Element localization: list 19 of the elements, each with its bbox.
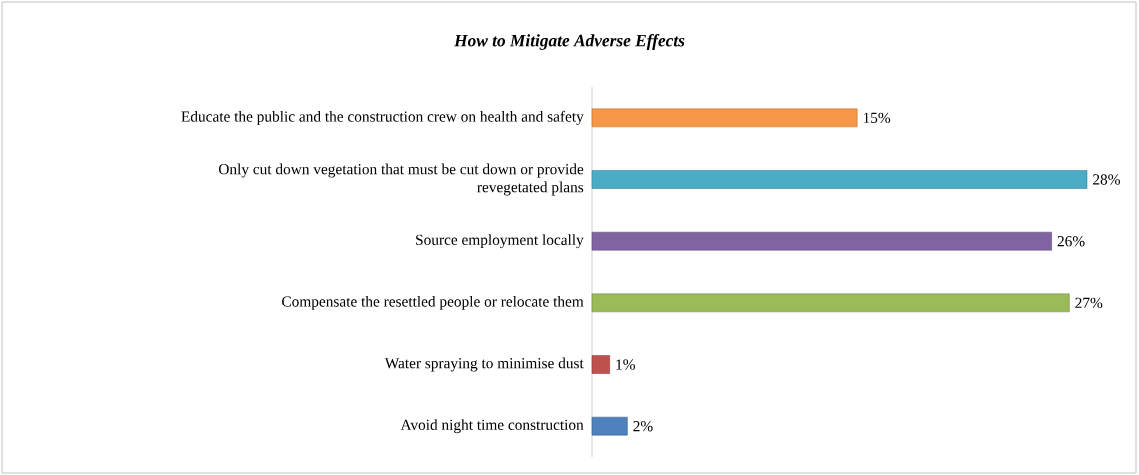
y-tick-label: Educate the public and the construction crew on health and safety [181,110,584,125]
data-label: 26% [1057,235,1085,247]
bar [591,355,610,374]
bar [591,170,1088,189]
data-label: 28% [1093,174,1120,185]
data-label: 15% [863,112,891,124]
y-tick-label: Source employment locally [416,234,584,249]
chart-title: How to Mitigate Adverse Effects [453,34,685,50]
data-label: 1% [616,359,635,370]
bar [591,416,628,436]
data-label: 2% [633,420,653,432]
bar [591,108,858,128]
data-label: 27% [1075,297,1103,309]
y-tick-label: Avoid night time construction [400,419,584,434]
bar [591,293,1070,313]
y-tick-label: Water spraying to minimise dust [384,357,584,372]
y-tick-label: Compensate the resettled people or relocate them [282,295,584,310]
y-tick-label: Only cut down vegetation that must be cut down or provide revegetated plans [218,163,584,196]
bar [591,231,1052,251]
